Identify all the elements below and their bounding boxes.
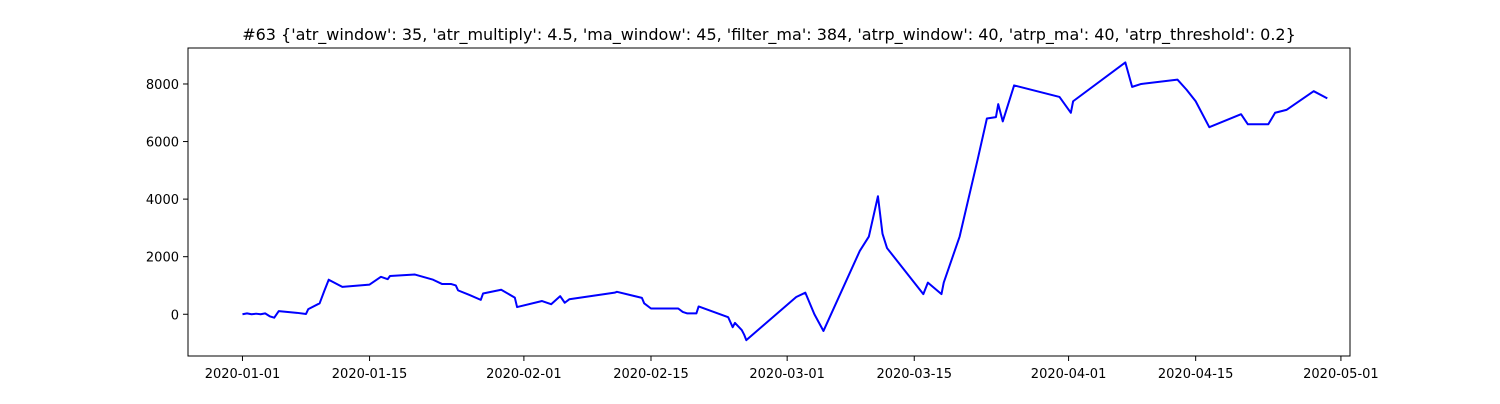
y-tick-label: 6000 bbox=[146, 136, 179, 151]
x-tick-label: 2020-02-01 bbox=[486, 367, 562, 382]
plot-frame bbox=[187, 47, 1351, 357]
x-tick-label: 2020-04-15 bbox=[1158, 367, 1234, 382]
x-tick-label: 2020-05-01 bbox=[1303, 367, 1379, 382]
y-tick-label: 2000 bbox=[146, 251, 179, 266]
x-tick-label: 2020-03-15 bbox=[876, 367, 952, 382]
y-axis: 0 2000 4000 6000 8000 bbox=[146, 78, 188, 323]
y-tick-label: 0 bbox=[171, 308, 179, 323]
x-tick-label: 2020-02-15 bbox=[613, 367, 689, 382]
series-line-0 bbox=[242, 61, 1328, 342]
x-tick-label: 2020-03-01 bbox=[749, 367, 825, 382]
y-tick-label: 4000 bbox=[146, 193, 179, 208]
x-tick-label: 2020-01-01 bbox=[205, 367, 281, 382]
plot-area bbox=[242, 61, 1328, 342]
x-tick-label: 2020-04-01 bbox=[1031, 367, 1107, 382]
chart-title: #63 {'atr_window': 35, 'atr_multiply': 4… bbox=[242, 25, 1296, 45]
y-tick-label: 8000 bbox=[146, 78, 179, 93]
x-tick-label: 2020-01-15 bbox=[332, 367, 408, 382]
x-axis: 2020-01-01 2020-01-15 2020-02-01 2020-02-15… bbox=[205, 356, 1379, 382]
